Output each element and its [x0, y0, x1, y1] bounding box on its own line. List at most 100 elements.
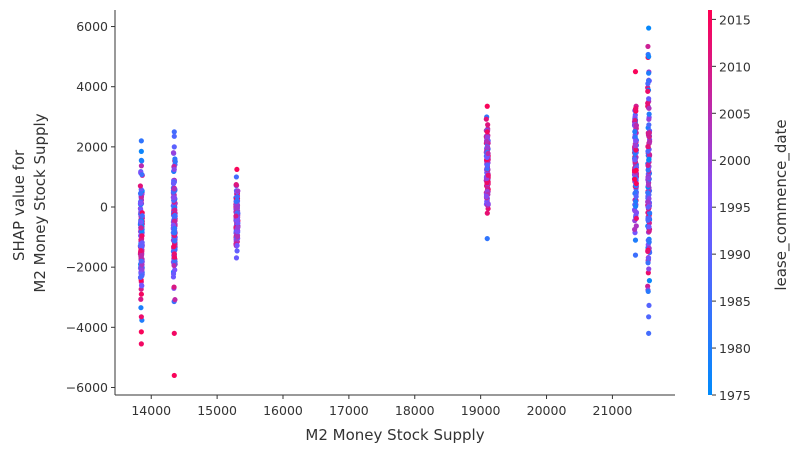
scatter-point — [139, 213, 145, 219]
y-tick-label: −6000 — [66, 380, 108, 395]
scatter-point — [632, 117, 638, 124]
scatter-point — [233, 255, 240, 261]
scatter-point — [633, 198, 639, 205]
colorbar-tick-label: 1985 — [719, 294, 751, 309]
scatter-point — [138, 314, 144, 320]
y-axis-title: SHAP value for M2 Money Stock Supply — [10, 113, 49, 292]
x-tick-label: 18000 — [395, 403, 435, 418]
scatter-point — [137, 190, 144, 197]
scatter-points — [137, 25, 653, 379]
scatter-point — [484, 180, 490, 186]
scatter-point — [234, 194, 240, 200]
scatter-point — [485, 172, 491, 178]
scatter-point — [632, 134, 638, 140]
scatter-point — [171, 284, 177, 290]
scatter-point — [645, 248, 651, 254]
scatter-point — [645, 260, 651, 266]
scatter-point — [645, 88, 651, 94]
y-tick-label: 2000 — [76, 139, 108, 154]
scatter-point — [138, 305, 144, 311]
scatter-point — [171, 244, 177, 250]
scatter-point — [234, 233, 241, 240]
scatter-point — [633, 147, 639, 153]
scatter-point — [139, 171, 145, 178]
scatter-point — [646, 130, 652, 136]
scatter-point — [633, 223, 639, 229]
scatter-point — [645, 270, 651, 276]
scatter-point — [645, 162, 651, 168]
scatter-point — [647, 210, 653, 216]
scatter-point — [171, 330, 177, 336]
scatter-point — [138, 148, 144, 154]
scatter-point — [234, 248, 240, 254]
y-axis-title-line-2: M2 Money Stock Supply — [31, 113, 49, 292]
scatter-point — [170, 181, 177, 187]
scatter-point — [234, 166, 240, 173]
scatter-point — [645, 182, 651, 188]
scatter-point — [645, 204, 651, 210]
scatter-point — [234, 228, 241, 234]
x-tick-label: 14000 — [131, 403, 171, 418]
scatter-point — [632, 157, 638, 163]
x-tick-label: 20000 — [527, 403, 567, 418]
colorbar-tick-label: 2015 — [719, 12, 751, 27]
scatter-point — [646, 330, 652, 336]
scatter-point — [645, 43, 651, 50]
scatter-point — [484, 162, 490, 168]
scatter-point — [171, 262, 177, 269]
scatter-point — [138, 341, 144, 347]
scatter-point — [138, 329, 144, 335]
scatter-point — [138, 225, 144, 231]
scatter-point — [646, 111, 652, 117]
colorbar-tick-label: 1995 — [719, 200, 751, 215]
scatter-point — [633, 167, 639, 173]
colorbar-ticks: 1975 1980 1985 1990 1995 2000 2005 2010 2015 — [712, 12, 751, 403]
scatter-point — [170, 271, 177, 277]
scatter-point — [633, 203, 639, 209]
colorbar-tick-label: 1980 — [719, 341, 751, 356]
scatter-point — [645, 190, 651, 196]
scatter-point — [484, 138, 490, 145]
scatter-point — [483, 193, 490, 199]
scatter-point — [171, 133, 177, 139]
scatter-point — [138, 247, 144, 254]
scatter-point — [171, 129, 177, 135]
scatter-point — [646, 25, 652, 31]
x-tick-label: 16000 — [263, 403, 303, 418]
scatter-point — [646, 70, 652, 76]
scatter-point — [485, 150, 491, 157]
scatter-point — [645, 100, 651, 106]
scatter-point — [484, 103, 490, 109]
scatter-point — [485, 122, 491, 128]
scatter-point — [172, 297, 178, 303]
scatter-point — [632, 69, 639, 75]
scatter-point — [484, 235, 490, 242]
y-tick-label: 6000 — [76, 19, 108, 34]
colorbar-tick-label: 1975 — [719, 388, 751, 403]
scatter-point — [647, 138, 653, 145]
scatter-point — [632, 176, 638, 182]
scatter-point — [632, 252, 639, 258]
y-axis-ticks: −6000 −4000 −2000 0 2000 4000 6000 — [66, 19, 115, 395]
colorbar: 1975 1980 1985 1990 1995 2000 2005 2010 2015 lea… — [708, 10, 791, 403]
scatter-point — [646, 122, 652, 128]
scatter-point — [171, 166, 177, 173]
scatter-point — [233, 182, 239, 188]
scatter-point — [646, 302, 652, 309]
scatter-point — [138, 219, 144, 225]
colorbar-gradient — [708, 10, 712, 395]
scatter-point — [646, 156, 652, 162]
scatter-point — [138, 163, 145, 169]
y-tick-label: 4000 — [76, 79, 108, 94]
scatter-point — [646, 54, 652, 60]
scatter-point — [172, 158, 178, 165]
scatter-point — [646, 224, 652, 230]
scatter-point — [172, 267, 178, 273]
scatter-point — [234, 218, 240, 224]
x-tick-label: 19000 — [461, 403, 501, 418]
scatter-point — [632, 237, 639, 243]
scatter-point — [171, 218, 178, 224]
scatter-point — [171, 254, 177, 260]
scatter-point — [645, 148, 651, 154]
